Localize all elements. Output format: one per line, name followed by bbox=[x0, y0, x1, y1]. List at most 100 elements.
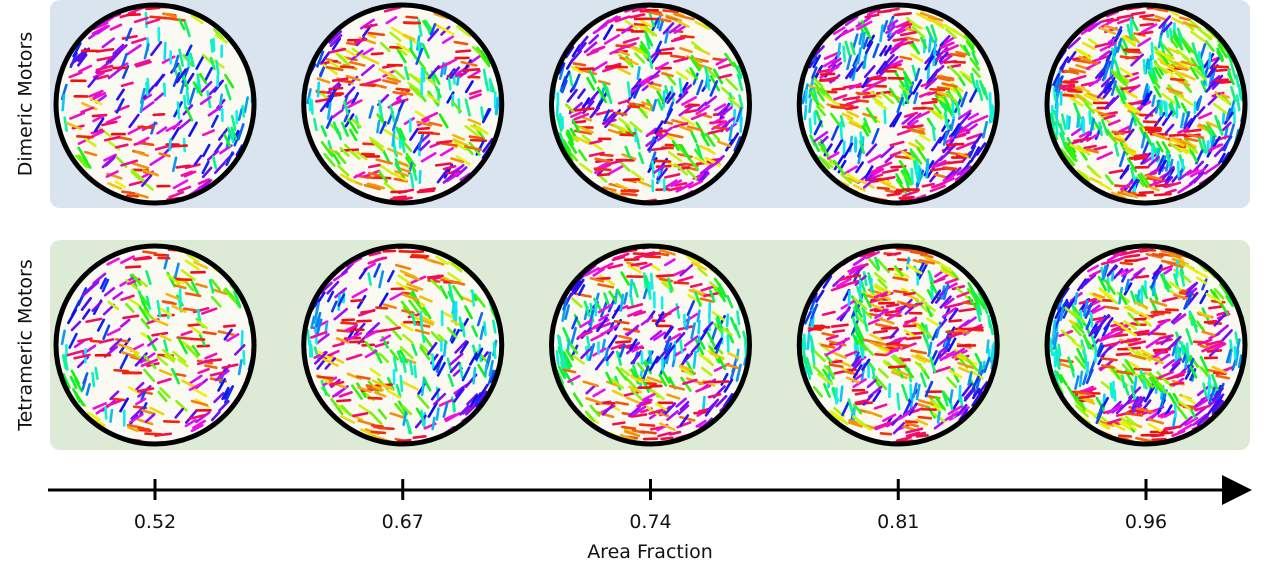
rod bbox=[184, 309, 195, 311]
rod bbox=[671, 56, 684, 58]
rod bbox=[806, 90, 807, 102]
rod bbox=[645, 256, 660, 257]
rod bbox=[841, 387, 843, 401]
rod bbox=[810, 100, 811, 112]
rod bbox=[372, 432, 385, 433]
rod bbox=[184, 96, 185, 108]
rod bbox=[907, 337, 921, 339]
rod bbox=[490, 80, 491, 91]
rod bbox=[177, 166, 190, 168]
rod bbox=[392, 191, 407, 192]
rod bbox=[847, 276, 860, 277]
rod bbox=[1145, 128, 1160, 129]
rod bbox=[433, 418, 435, 429]
rod bbox=[213, 39, 214, 50]
rod bbox=[849, 292, 850, 305]
rod bbox=[699, 321, 700, 333]
rod bbox=[622, 191, 636, 192]
rod bbox=[1140, 192, 1153, 193]
rod bbox=[1152, 435, 1163, 436]
rod bbox=[714, 127, 728, 129]
rod bbox=[421, 312, 422, 325]
tick-label: 0.81 bbox=[877, 511, 919, 533]
rod bbox=[877, 92, 891, 94]
rod bbox=[187, 90, 188, 104]
rod bbox=[143, 252, 156, 254]
tick-label: 0.67 bbox=[382, 511, 424, 533]
rod bbox=[641, 10, 651, 11]
rod bbox=[885, 110, 886, 122]
rod bbox=[662, 438, 673, 439]
rod bbox=[312, 100, 313, 113]
rod bbox=[456, 51, 469, 52]
rod bbox=[1091, 313, 1092, 326]
rod bbox=[127, 195, 137, 196]
tick-label: 0.52 bbox=[134, 511, 176, 533]
rod bbox=[126, 267, 140, 268]
rod bbox=[904, 293, 914, 294]
rod bbox=[649, 283, 650, 299]
rod bbox=[372, 53, 383, 54]
rod bbox=[1119, 436, 1131, 437]
rod bbox=[698, 311, 700, 321]
rod bbox=[377, 121, 379, 132]
rod bbox=[1135, 375, 1136, 386]
rod bbox=[950, 320, 961, 321]
rod bbox=[616, 341, 630, 342]
rod bbox=[1149, 131, 1160, 132]
rod bbox=[881, 433, 891, 434]
rod bbox=[211, 40, 212, 51]
rod bbox=[422, 380, 424, 395]
rod bbox=[991, 108, 992, 122]
rod bbox=[652, 162, 653, 177]
rod bbox=[1050, 339, 1051, 352]
rod bbox=[846, 107, 857, 109]
rod bbox=[863, 308, 865, 320]
rod bbox=[139, 127, 154, 128]
rod bbox=[1236, 333, 1238, 343]
rod bbox=[929, 36, 931, 51]
rod bbox=[947, 144, 963, 145]
rod bbox=[1237, 76, 1238, 87]
rod bbox=[1068, 91, 1081, 92]
rod bbox=[1114, 45, 1115, 55]
rod bbox=[1209, 306, 1223, 308]
rod bbox=[855, 141, 856, 152]
rod bbox=[993, 106, 994, 122]
rod bbox=[1102, 358, 1117, 360]
rod bbox=[628, 83, 630, 97]
rod bbox=[873, 367, 875, 378]
rod bbox=[945, 61, 956, 62]
rod bbox=[1077, 116, 1078, 126]
axis-label: Area Fraction bbox=[587, 541, 713, 563]
rod bbox=[557, 351, 558, 364]
rod bbox=[444, 342, 446, 356]
rod bbox=[1144, 60, 1145, 73]
rod bbox=[342, 323, 357, 324]
rod bbox=[1154, 350, 1168, 351]
rod bbox=[127, 14, 139, 15]
rod bbox=[889, 366, 905, 367]
rod bbox=[919, 417, 931, 418]
figure: Dimeric Motors Tetrameric Motors Area Fr… bbox=[0, 0, 1263, 570]
rod bbox=[372, 425, 382, 426]
rod bbox=[1125, 255, 1139, 257]
rod bbox=[453, 302, 454, 313]
rod bbox=[741, 118, 742, 132]
rod bbox=[115, 370, 128, 371]
rod bbox=[496, 98, 498, 114]
rod bbox=[1155, 312, 1171, 313]
rod bbox=[191, 339, 204, 340]
rod bbox=[1170, 135, 1186, 136]
rod bbox=[838, 44, 839, 57]
rod bbox=[898, 249, 909, 250]
rod bbox=[640, 425, 654, 426]
rod bbox=[934, 40, 935, 52]
rod bbox=[815, 112, 816, 123]
rod bbox=[832, 107, 844, 108]
rod bbox=[393, 130, 395, 145]
rod bbox=[1140, 15, 1153, 17]
rod bbox=[922, 102, 936, 103]
rod bbox=[311, 345, 312, 356]
rod bbox=[485, 364, 486, 374]
